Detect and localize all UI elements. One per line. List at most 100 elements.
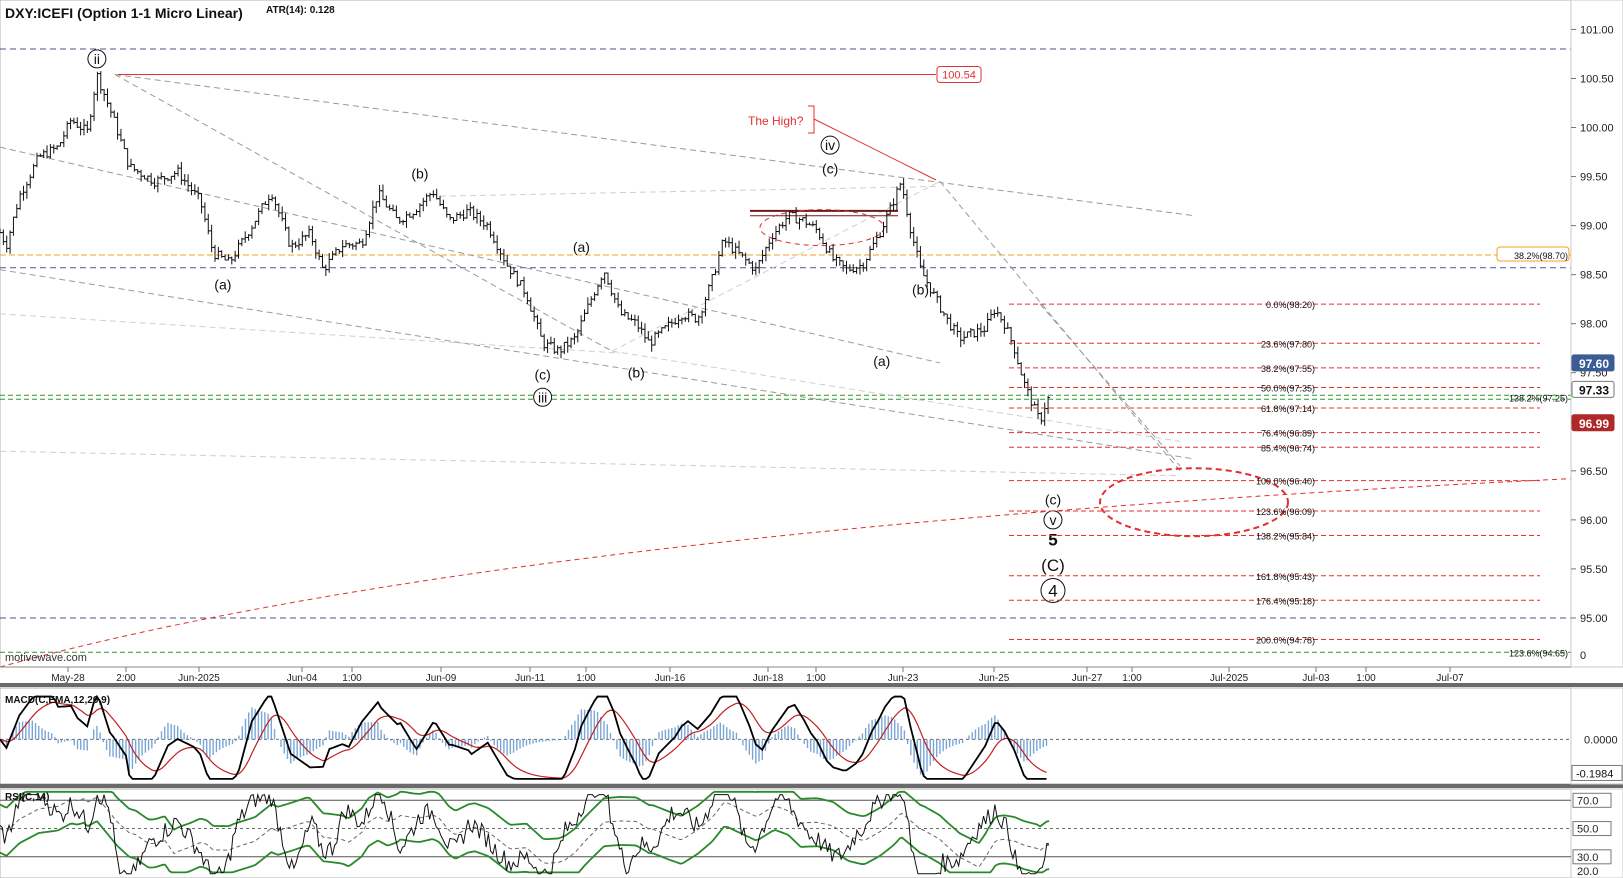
callout-text: The High? [748,114,804,128]
trend-line [611,350,1181,442]
trend-line [0,269,1196,460]
trend-line [1039,303,1181,467]
time-tick-label: 1:00 [1122,673,1142,684]
price-badge-label: 97.33 [1579,383,1609,397]
time-tick-label: Jun-11 [515,673,545,684]
price-badge [1571,380,1615,398]
rsi-tick-box [1572,849,1612,865]
time-tick-label: Jun-09 [426,673,457,684]
time-tick-label: 1:00 [1356,673,1376,684]
wave-label-circle [87,49,107,69]
wave-label: v [1049,512,1056,528]
macd-tick-label: 0.0000 [1584,734,1618,746]
wave-label: (c) [822,161,838,177]
price-axis[interactable]: 101.00 100.50 100.00 99.50 99.00 98.50 98.00 97… [1570,0,1623,668]
time-tick-label: Jul-2025 [1210,673,1249,684]
rsi-tick-label: 70.0 [1577,795,1598,807]
price-tick-label: 100.00 [1580,123,1614,135]
macd-value-label: -0.1984 [1576,768,1613,780]
time-tick-label: May-28 [51,673,85,684]
price-tick-label: 95.50 [1580,564,1608,576]
wave-label: iv [825,137,835,153]
macd-line [0,694,1047,780]
fib-level-label: 176.4%(95.18) [1256,596,1315,606]
wave-label: (b) [411,166,428,182]
fib-level-label: 38.2%(97.55) [1261,364,1315,374]
price-tick-label: 95.00 [1580,613,1608,625]
wave-label: 4 [1048,581,1057,600]
price-badge-label: 97.60 [1579,357,1609,371]
macd-plot [0,694,1571,780]
rsi-plot [0,790,1571,875]
time-tick-label: Jun-25 [979,673,1010,684]
trend-line [0,313,621,354]
rsi-axis: 70.0 50.0 30.0 20.0 [1570,788,1623,878]
wave-label: (b) [912,281,929,297]
trend-line [939,181,1181,472]
macd-signal-line [0,701,1047,779]
time-tick-label: 1:00 [806,673,826,684]
trend-line [439,185,941,197]
trend-line [114,74,1196,217]
fib-level-label: 100.0%(96.40) [1256,477,1315,487]
time-tick-label: Jun-18 [753,673,784,684]
wave-label: (b) [628,365,645,381]
price-badge-label: 96.99 [1579,417,1609,431]
rsi-midband [0,796,1050,868]
resistance-zone-ellipse [759,209,885,247]
time-tick-label: Jun-2025 [178,673,220,684]
price-tick-label: 100.50 [1580,73,1614,85]
watermark: motivewave.com [5,652,87,664]
axis-zero-label: 0 [1580,650,1586,662]
time-tick-label: 1:00 [576,673,596,684]
wave-label-circle [820,135,840,155]
fib-level-label: 0.0%(98.20) [1266,300,1315,310]
price-tick-label: 101.00 [1580,24,1614,36]
rsi-tick-label: 50.0 [1577,824,1598,836]
price-tick-label: 99.00 [1580,221,1608,233]
wave-label: iii [538,389,547,405]
wave-label: (a) [873,353,890,369]
wave-label-circle [1040,577,1066,603]
price-tick-label: 98.50 [1580,270,1608,282]
rsi-line [0,792,1050,875]
fib-level-label: 138.2%(95.84) [1256,532,1315,542]
fib-level-label: 61.8%(97.14) [1261,404,1315,414]
wave-label: ii [94,51,100,67]
time-axis[interactable]: May-28 2:00 Jun-2025 Jun-04 1:00 Jun-09 Jun-11… [0,666,1571,684]
price-panel[interactable]: 100.54 ii (a) (b) (c) iii (a) (b) iv (c) (a) (b) (c… [0,0,1572,668]
time-tick-label: Jul-03 [1302,673,1330,684]
high-badge [936,66,982,84]
price-guides: 100.54 [0,48,1572,668]
target-zone-ellipse [1099,467,1289,538]
fib-level-label: 200.0%(94.78) [1256,636,1315,646]
wave-label: (a) [214,276,231,292]
fib-level-label: 161.8%(95.43) [1256,572,1315,582]
macd-value-badge [1571,764,1623,781]
time-tick-label: 1:00 [342,673,362,684]
trend-line [0,146,941,364]
wave-labels: ii (a) (b) (c) iii (a) (b) iv (c) (a) (b) (c) v 5 (C) 4 [87,49,1066,603]
macd-axis: 0.0000 -0.1984 [1570,687,1623,785]
rsi-title: RSI(C,14) [5,792,49,803]
macd-title: MACD(C,EMA,12,26,9) [5,695,110,706]
wave-label: (C) [1041,556,1065,575]
fib-level-label: 76.4%(96.89) [1261,429,1315,439]
price-badge [1571,414,1615,432]
rsi-tick-label: 30.0 [1577,852,1598,864]
trend-line [611,181,941,352]
wave-label: (c) [1045,491,1061,507]
fib-level-label: 123.6%(96.09) [1256,507,1315,517]
fib-levels: 0.0%(98.20) 23.6%(97.80) 38.2%(97.55) 50.0%… [1009,246,1570,658]
price-bar [1046,395,1051,414]
fib-level-label: 50.0%(97.35) [1261,383,1315,393]
rsi-tick-box [1572,821,1612,837]
level-right-label: 123.6%(94.65) [1509,648,1568,658]
level-right-box [1496,246,1570,262]
wave-label: 5 [1048,530,1057,549]
trend-line [0,450,1181,477]
level-right-label: 138.2%(97.25) [1509,393,1568,403]
time-tick-label: Jun-16 [655,673,686,684]
rsi-tick-box [1572,792,1612,808]
time-tick-label: Jul-07 [1436,673,1464,684]
